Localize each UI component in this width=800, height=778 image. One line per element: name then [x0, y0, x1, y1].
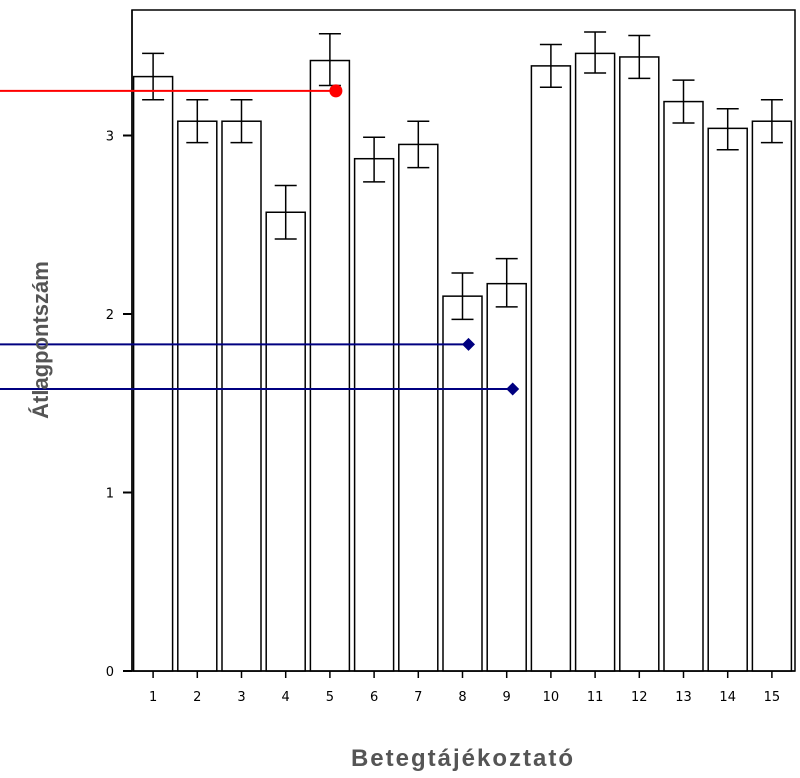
x-tick-label-8: 8: [458, 690, 466, 705]
bars-group: [132, 52, 793, 672]
x-tick-label-4: 4: [282, 690, 290, 705]
x-axis-label: Betegtájékoztató: [351, 745, 575, 772]
y-tick-label-2: 2: [106, 308, 114, 323]
error-bar-2: [186, 99, 209, 144]
y-tick-label-1: 1: [106, 487, 114, 502]
annotation-pointer-9: [0, 382, 520, 396]
error-bar-14: [716, 107, 739, 151]
error-bar-12: [628, 34, 651, 80]
bar-5: [309, 59, 351, 672]
y-tick-label-0: 0: [106, 665, 114, 680]
error-bar-10: [539, 43, 562, 89]
error-bar-3: [230, 99, 253, 144]
bar-7: [398, 143, 439, 672]
bar-1: [132, 75, 174, 672]
x-tick-label-7: 7: [414, 690, 422, 705]
error-bars-group: [142, 31, 783, 321]
x-tick-label-13: 13: [675, 690, 692, 705]
bar-6: [353, 157, 395, 672]
bar-3: [221, 120, 262, 672]
x-tick-label-1: 1: [149, 690, 157, 705]
error-bar-6: [363, 136, 386, 183]
error-bar-9: [495, 257, 518, 308]
x-tick-label-14: 14: [719, 690, 736, 705]
error-bar-11: [584, 31, 607, 74]
bar-4: [265, 211, 306, 672]
x-tick-label-2: 2: [193, 690, 201, 705]
annotation-pointer-8: [0, 337, 475, 351]
error-bar-4: [274, 184, 297, 240]
bar-12: [619, 56, 660, 672]
error-bar-8: [451, 272, 474, 321]
y-axis-label: Átlagpontszám: [28, 261, 53, 419]
annotations-group: [0, 84, 520, 396]
y-tick-label-3: 3: [106, 130, 114, 145]
error-bar-1: [142, 52, 165, 101]
x-tick-label-10: 10: [543, 690, 560, 705]
x-tick-label-15: 15: [764, 690, 781, 705]
bar-13: [663, 100, 704, 672]
x-tick-label-11: 11: [587, 690, 604, 705]
bar-14: [707, 127, 748, 672]
error-bar-13: [672, 79, 695, 124]
bar-2: [177, 120, 218, 672]
x-tick-label-12: 12: [631, 690, 648, 705]
bar-11: [574, 52, 616, 672]
bar-10: [530, 65, 572, 672]
bar-9: [486, 282, 527, 672]
bar-15: [751, 120, 793, 672]
x-tick-label-5: 5: [326, 690, 334, 705]
x-tick-label-6: 6: [370, 690, 378, 705]
x-axis: 1 2 3 4 5 6 7 8 9 10 11 12 13 14 15: [132, 670, 795, 705]
x-tick-label-9: 9: [503, 690, 511, 705]
x-tick-label-3: 3: [237, 690, 245, 705]
annotation-pointer-5: [0, 84, 343, 98]
bar-8: [442, 295, 483, 672]
error-bar-15: [760, 99, 783, 144]
y-axis: 0 1 2 3: [106, 10, 133, 680]
error-bar-7: [407, 120, 430, 169]
